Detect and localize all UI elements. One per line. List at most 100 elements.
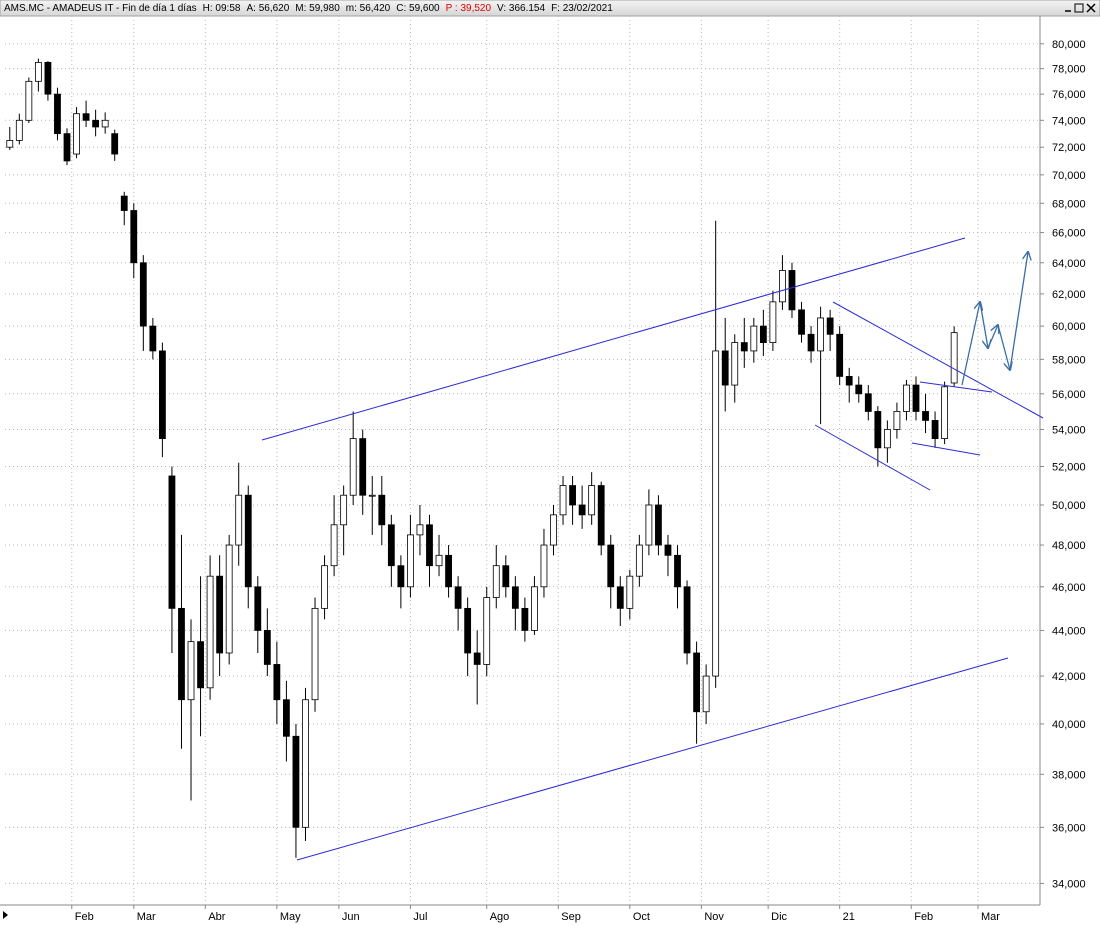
window-title: AMS.MC - AMADEUS IT - Fin de día 1 días [4, 3, 197, 14]
candle-body [178, 607, 185, 701]
candle-body [206, 575, 214, 689]
projection-arrow [1009, 252, 1028, 371]
projection-arrow [979, 301, 988, 348]
trend-line [814, 424, 931, 491]
x-tick-label: Oct [633, 911, 650, 923]
y-tick-label: 34,000 [1052, 878, 1086, 890]
scroll-arrow[interactable] [3, 911, 8, 919]
candle-body [845, 376, 853, 386]
y-tick-label: 58,000 [1052, 354, 1086, 366]
quote-field: C: 59,600 [396, 3, 440, 14]
y-tick-label: 80,000 [1052, 39, 1086, 51]
candle-body [826, 317, 834, 335]
candle-body [321, 565, 328, 609]
candle-body [759, 325, 767, 343]
x-tick-label: Mar [981, 911, 1000, 923]
candle-body [225, 544, 233, 654]
plot-area: 34,000 36,000 38,000 40,000 42,000 44,000 46,0… [0, 16, 1086, 923]
candle-body [454, 586, 462, 609]
candle-body [502, 565, 510, 588]
x-tick-label: 21 [843, 911, 855, 923]
candle-body [25, 80, 33, 121]
candle-body [311, 607, 319, 701]
candle-body [349, 438, 357, 496]
candle-body [769, 301, 777, 343]
candle-body [130, 210, 138, 264]
candle-body [941, 386, 949, 440]
candle-body [473, 652, 481, 665]
candle-body [263, 630, 271, 665]
quote-field: A: 56,620 [246, 3, 289, 14]
candle-body [101, 119, 109, 128]
candle-body [6, 140, 14, 148]
candle-body [511, 586, 519, 609]
y-tick-label: 48,000 [1052, 540, 1086, 552]
candle-body [750, 325, 758, 352]
candle-body [521, 607, 529, 631]
candle-body [168, 475, 176, 609]
quote-field: H: 09:58 [203, 3, 241, 14]
x-tick-label: Jun [342, 911, 360, 923]
candle-body [54, 93, 61, 135]
quote-field: M: 59,980 [295, 3, 340, 14]
y-tick-label: 40,000 [1052, 719, 1086, 731]
candle-body [693, 652, 700, 713]
x-tick-label: Feb [75, 911, 94, 923]
candle-body [63, 133, 71, 162]
title-bar [0, 0, 1100, 17]
candle-body [483, 597, 491, 665]
y-tick-label: 56,000 [1052, 389, 1086, 401]
y-tick-label: 50,000 [1052, 500, 1086, 512]
candle-body [616, 586, 624, 609]
projection-arrow [987, 325, 998, 349]
y-tick-label: 60,000 [1052, 321, 1086, 333]
y-tick-label: 70,000 [1052, 170, 1086, 182]
candle-body [44, 61, 52, 95]
trend-line [261, 237, 966, 441]
candle-body [531, 586, 538, 631]
close-button[interactable] [1086, 3, 1096, 13]
x-tick-label: May [280, 911, 301, 923]
candle-body [445, 554, 452, 588]
maximize-button[interactable] [1074, 3, 1084, 13]
candle-body [912, 384, 920, 412]
y-tick-label: 68,000 [1052, 198, 1086, 210]
x-tick-label: Abr [208, 911, 225, 923]
candle-body [788, 270, 796, 311]
candle-body [158, 350, 166, 440]
candle-body [139, 262, 147, 327]
candle-body [435, 554, 443, 567]
candle-body [283, 699, 290, 737]
candle-body [426, 524, 433, 567]
y-tick-label: 52,000 [1052, 462, 1086, 474]
projection-arrow [997, 324, 1010, 370]
candle-body [34, 61, 42, 82]
candle-body [635, 544, 643, 577]
y-tick-label: 64,000 [1052, 258, 1086, 270]
candle-body [855, 384, 863, 395]
candle-body [216, 575, 224, 654]
candle-body [721, 350, 729, 386]
candle-body [15, 119, 23, 141]
candle-body [864, 393, 872, 412]
candle-body [368, 494, 376, 497]
candle-body [626, 575, 634, 609]
projection-arrow [961, 302, 980, 386]
y-tick-label: 78,000 [1052, 64, 1086, 76]
candle-body [836, 333, 844, 377]
candle-body [359, 438, 367, 496]
candle-body [340, 494, 348, 526]
y-tick-label: 38,000 [1052, 769, 1086, 781]
candle-body [464, 607, 472, 654]
trend-line [911, 442, 981, 456]
drawings [261, 237, 1044, 861]
candle-body [569, 485, 576, 506]
candle-body [120, 195, 128, 211]
candle-body [82, 113, 90, 121]
candle-body [550, 514, 557, 546]
quote-field: m: 56,420 [346, 3, 391, 14]
window-buttons[interactable] [1063, 3, 1096, 13]
candle-body [922, 411, 929, 421]
candle-body [378, 494, 386, 526]
